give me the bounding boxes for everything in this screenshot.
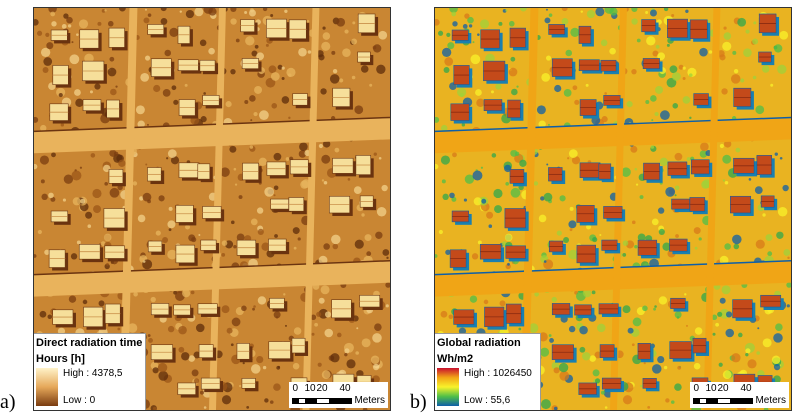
- scale-unit: Meters: [354, 395, 385, 406]
- color-ramp: [437, 368, 459, 406]
- legend-high-label: High : 1026450: [464, 368, 532, 379]
- color-ramp: [36, 368, 58, 406]
- scale-tick-10: 10: [705, 383, 717, 394]
- scale-bar: 0 10 20 40 Meters: [690, 382, 789, 408]
- scale-track: [292, 397, 353, 404]
- legend-title: Direct radiation time: [36, 337, 143, 349]
- legend-direct-radiation: Direct radiation time Hours [h] High : 4…: [34, 333, 146, 410]
- scale-tick-40: 40: [339, 383, 351, 394]
- scale-track: [693, 397, 754, 404]
- legend-low-label: Low : 55,6: [464, 395, 511, 406]
- scale-tick-0: 0: [693, 383, 699, 394]
- legend-low-label: Low : 0: [63, 395, 96, 406]
- scale-tick-10: 10: [304, 383, 316, 394]
- scale-tick-20: 20: [316, 383, 328, 394]
- scale-bar: 0 10 20 40 Meters: [289, 382, 388, 408]
- scale-tick-20: 20: [717, 383, 729, 394]
- panel-letter-a: a): [0, 391, 16, 413]
- panel-letter-b: b): [410, 391, 427, 413]
- scale-tick-40: 40: [740, 383, 752, 394]
- legend-global-radiation: Global radiation Wh/m2 High : 1026450 Lo…: [435, 333, 541, 410]
- legend-units: Hours [h]: [36, 353, 85, 365]
- scale-unit: Meters: [755, 395, 786, 406]
- legend-title: Global radiation: [437, 337, 521, 349]
- legend-units: Wh/m2: [437, 353, 474, 365]
- map-global-radiation: Global radiation Wh/m2 High : 1026450 Lo…: [434, 7, 792, 411]
- scale-tick-0: 0: [292, 383, 298, 394]
- legend-high-label: High : 4378,5: [63, 368, 123, 379]
- map-direct-radiation: Direct radiation time Hours [h] High : 4…: [33, 7, 391, 411]
